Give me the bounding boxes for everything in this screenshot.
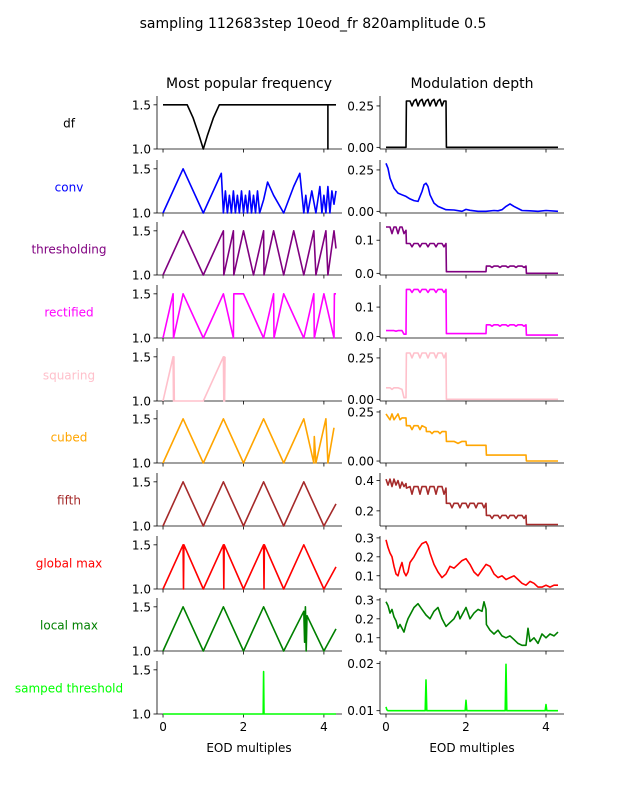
y-tick-label: 1.5 <box>132 663 151 677</box>
y-tick-label: 1.0 <box>132 395 151 409</box>
series-line-right <box>386 352 558 401</box>
row-label: fifth <box>57 494 81 508</box>
subplot-row: df 1.0 1.5 0.00 0.25 <box>63 96 564 157</box>
y-tick-label: 0.25 <box>347 405 374 419</box>
y-tick-label: 0.3 <box>355 593 374 607</box>
series-line-right <box>385 600 559 647</box>
x-axis-label-left: EOD multiples <box>206 741 291 755</box>
y-tick-label: 1.0 <box>132 269 151 283</box>
y-tick-label: 0.2 <box>355 504 374 518</box>
y-tick-label: 1.5 <box>132 412 151 426</box>
y-tick-label: 0.00 <box>347 141 374 155</box>
y-tick-label: 0.0 <box>355 267 374 281</box>
y-tick-label: 1.0 <box>132 457 151 471</box>
series-line-right <box>385 413 558 462</box>
y-tick-label: 0.00 <box>347 393 374 407</box>
series-line-right <box>386 226 558 275</box>
series-line-left <box>163 104 336 150</box>
y-tick-label: 0.0 <box>355 330 374 344</box>
y-tick-label: 1.0 <box>132 645 151 659</box>
series-line-left <box>162 292 336 339</box>
y-tick-label: 1.0 <box>132 332 151 346</box>
y-tick-label: 0.02 <box>347 657 374 671</box>
y-tick-label: 1.5 <box>132 224 151 238</box>
y-tick-label: 0.2 <box>355 550 374 564</box>
x-axis-label-right: EOD multiples <box>429 741 514 755</box>
subplot-row: fifth 1.0 1.5 0.2 0.4 <box>57 473 564 534</box>
subplot-row: cubed 1.0 1.5 0.00 0.25 <box>51 405 564 471</box>
y-tick-label: 0.25 <box>347 351 374 365</box>
y-tick-label: 1.0 <box>132 583 151 597</box>
series-line-right <box>385 663 558 712</box>
series-line-right <box>385 163 559 213</box>
row-label: df <box>63 117 76 131</box>
y-tick-label: 0.1 <box>355 569 374 583</box>
subplot-grid: df1.01.50.000.25conv1.01.50.000.25thresh… <box>15 96 564 734</box>
y-tick-label: 1.5 <box>132 162 151 176</box>
y-tick-label: 0.3 <box>355 531 374 545</box>
x-tick-label: 4 <box>320 720 328 734</box>
series-line-left <box>162 605 337 652</box>
row-label: samped threshold <box>15 682 123 696</box>
y-tick-label: 1.0 <box>132 520 151 534</box>
y-tick-label: 1.0 <box>132 207 151 221</box>
subplot-row: rectified 1.0 1.5 0.0 0.1 <box>44 285 564 346</box>
figure-suptitle: sampling 112683step 10eod_fr 820amplitud… <box>140 16 487 32</box>
y-tick-label: 0.25 <box>347 99 374 113</box>
column-title-modulation: Modulation depth <box>411 76 534 92</box>
row-label: cubed <box>51 431 88 445</box>
subplot-row: samped threshold 1.0 1.5 0 2 4 0.01 0.02 0 2 4 <box>15 657 564 734</box>
y-tick-label: 0.1 <box>355 301 374 315</box>
y-tick-label: 1.5 <box>132 475 151 489</box>
y-tick-label: 0.1 <box>355 234 374 248</box>
series-line-left <box>162 168 337 214</box>
x-tick-label: 0 <box>382 720 390 734</box>
x-tick-label: 2 <box>240 720 248 734</box>
subplot-row: thresholding 1.0 1.5 0.0 0.1 <box>31 222 564 283</box>
series-line-right <box>385 539 558 588</box>
y-tick-label: 1.5 <box>132 538 151 552</box>
row-label: squaring <box>43 369 95 383</box>
y-tick-label: 0.2 <box>355 612 374 626</box>
series-line-left <box>162 480 337 527</box>
x-tick-label: 2 <box>462 720 470 734</box>
y-tick-label: 0.25 <box>347 163 374 177</box>
y-tick-label: 1.5 <box>132 98 151 112</box>
series-line-right <box>386 288 558 336</box>
row-label: local max <box>40 619 98 633</box>
x-tick-label: 0 <box>159 720 167 734</box>
series-line-left <box>163 670 336 715</box>
series-line-left <box>162 230 337 276</box>
x-tick-label: 4 <box>542 720 550 734</box>
series-line-left <box>162 417 335 464</box>
subplot-row: local max 1.0 1.5 0.1 0.2 0.3 <box>40 593 564 659</box>
subplot-row: conv 1.0 1.5 0.00 0.25 <box>55 160 564 221</box>
column-title-frequency: Most popular frequency <box>166 76 332 92</box>
y-tick-label: 1.0 <box>132 708 151 722</box>
series-line-left <box>162 355 226 402</box>
series-line-right <box>386 98 558 149</box>
row-label: global max <box>36 557 103 571</box>
y-tick-label: 0.01 <box>347 704 374 718</box>
series-line-left <box>162 543 337 590</box>
y-tick-label: 1.0 <box>132 143 151 157</box>
subplot-row: squaring 1.0 1.5 0.00 0.25 <box>43 348 564 409</box>
subplot-row: global max 1.0 1.5 0.1 0.2 0.3 <box>36 531 564 597</box>
series-line-right <box>385 478 558 526</box>
y-tick-label: 0.1 <box>355 631 374 645</box>
y-tick-label: 0.00 <box>347 205 374 219</box>
row-label: thresholding <box>31 243 106 257</box>
y-tick-label: 1.5 <box>132 287 151 301</box>
y-tick-label: 0.4 <box>355 474 374 488</box>
y-tick-label: 1.5 <box>132 600 151 614</box>
y-tick-label: 0.00 <box>347 455 374 469</box>
y-tick-label: 1.5 <box>132 350 151 364</box>
row-label: conv <box>55 181 84 195</box>
row-label: rectified <box>44 306 93 320</box>
